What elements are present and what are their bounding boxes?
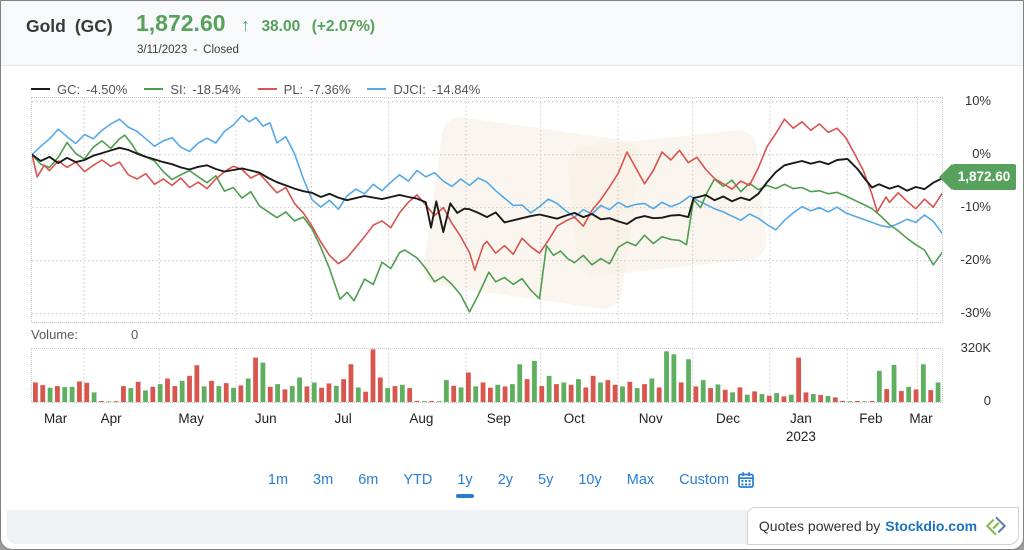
x-axis-label: Mar <box>43 411 68 426</box>
up-arrow-icon: ↑ <box>240 15 250 35</box>
legend-item-PL: PL: -7.36% <box>257 82 350 97</box>
volume-label: Volume: <box>31 327 78 342</box>
volume-bars <box>33 349 941 402</box>
range-button-5y[interactable]: 5y <box>538 472 554 488</box>
volume-chart-plot[interactable] <box>31 348 943 403</box>
volume-bars-svg <box>33 349 941 402</box>
instrument-symbol: (GC) <box>74 16 113 36</box>
instrument-name: Gold <box>26 16 66 36</box>
y-axis-label: 10% <box>964 92 991 108</box>
series-line-GC <box>32 146 942 233</box>
current-price-tag: 1,872.60 <box>939 164 1016 191</box>
x-axis-label: Aug <box>409 411 434 426</box>
date-separator: - <box>193 44 198 56</box>
series-line-SI <box>32 134 942 313</box>
stockdio-logo-icon <box>985 516 1007 536</box>
range-selector: 1m 3m 6m YTD 1y 2y 5y 10y Max Custom <box>1 464 1023 498</box>
y-axis-label: -20% <box>960 251 991 267</box>
volume-value: 0 <box>131 327 139 342</box>
x-axis-year-label: 2023 <box>785 429 816 444</box>
market-status: Closed <box>203 44 239 56</box>
quote-date: 3/11/2023 <box>137 44 188 56</box>
instrument-title: Gold (GC) <box>26 16 113 37</box>
range-button-1y[interactable]: 1y <box>456 472 475 498</box>
legend-item-DJCI: DJCI: -14.84% <box>367 82 480 97</box>
legend: GC: -4.50% SI: -18.54% PL: -7.36% DJCI: -14.84% <box>31 80 480 98</box>
quote-date-row: 3/11/2023- Closed <box>137 44 239 56</box>
range-button-3m[interactable]: 3m <box>313 472 334 488</box>
series-line-PL <box>32 118 942 271</box>
x-axis-label: Jan <box>789 411 812 426</box>
powered-by-text: Quotes powered by <box>758 518 881 534</box>
volume-axis-label: 320K <box>960 340 991 355</box>
y-axis-label: 0% <box>972 145 991 161</box>
widget-header: Gold (GC) 1,872.60 ↑ 38.00 (+2.07%) 3/11/… <box>1 1 1023 66</box>
x-axis-label: May <box>178 411 204 426</box>
range-buttons: 1m 3m 6m YTD 1y 2y 5y 10y Max Custom <box>267 472 730 498</box>
y-axis-label: -10% <box>960 198 991 214</box>
stockdio-link[interactable]: Stockdio.com <box>885 518 978 534</box>
footer-attribution: Quotes powered by Stockdio.com <box>747 507 1019 545</box>
x-axis-label: Sep <box>486 411 511 426</box>
price-change: 38.00 <box>261 18 301 35</box>
x-axis-label: Apr <box>100 411 122 426</box>
volume-axis-label: 0 <box>983 393 991 408</box>
price-tag-pointer-icon <box>939 164 952 191</box>
x-axis-label: Oct <box>563 411 585 426</box>
legend-swatch <box>257 87 277 91</box>
range-button-10y[interactable]: 10y <box>578 472 602 488</box>
range-button-custom[interactable]: Custom <box>679 472 730 488</box>
volume-gridlines <box>83 349 918 402</box>
range-button-1m[interactable]: 1m <box>267 472 289 488</box>
x-axis-label: Jul <box>334 411 352 426</box>
range-button-2y[interactable]: 2y <box>497 472 514 488</box>
x-axis-label: Dec <box>716 411 741 426</box>
x-axis-label: Mar <box>909 411 933 426</box>
series-line-DJCI <box>32 114 942 234</box>
x-axis-label: Jun <box>254 411 277 426</box>
range-button-max[interactable]: Max <box>626 472 655 488</box>
range-button-6m[interactable]: 6m <box>358 472 379 488</box>
calendar-icon[interactable] <box>736 470 756 490</box>
range-button-ytd[interactable]: YTD <box>403 472 433 488</box>
last-price: 1,872.60 <box>136 10 226 36</box>
price-tag-value: 1,872.60 <box>952 164 1016 191</box>
legend-item-SI: SI: -18.54% <box>144 82 241 97</box>
y-axis-label: -30% <box>960 304 991 320</box>
x-axis-label: Feb <box>859 411 883 426</box>
main-chart-plot[interactable] <box>31 97 943 323</box>
price-change-percent: (+2.07%) <box>311 18 376 35</box>
legend-swatch <box>144 87 164 91</box>
legend-item-GC: GC: -4.50% <box>31 82 127 97</box>
legend-swatch <box>31 87 50 91</box>
x-axis-label: Nov <box>638 411 663 426</box>
price-row: 1,872.60 ↑ 38.00 (+2.07%) <box>136 10 375 37</box>
legend-swatch <box>367 87 387 91</box>
gridlines <box>32 98 942 322</box>
price-lines-svg <box>32 98 942 322</box>
